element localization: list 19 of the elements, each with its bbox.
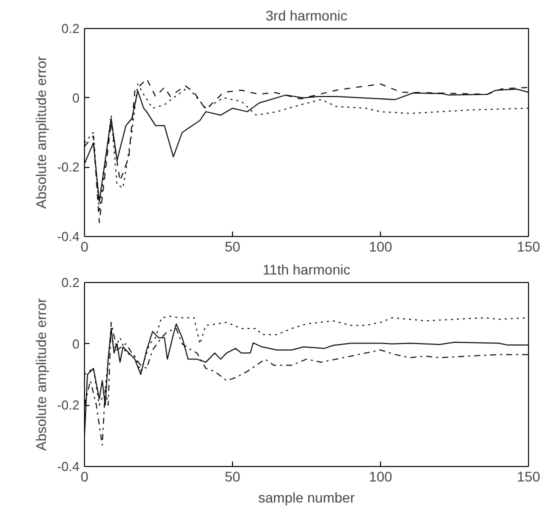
chart-title: 3rd harmonic (266, 8, 348, 24)
y-tick-label: 0.2 (61, 21, 80, 36)
y-tick-label: -0.2 (57, 398, 80, 413)
y-tick-label: 0.2 (61, 275, 80, 290)
x-tick-label: 100 (368, 238, 392, 254)
x-tick-label: 150 (516, 238, 540, 254)
y-tick-label: 0 (72, 336, 80, 352)
x-axis-title: sample number (258, 490, 356, 506)
y-tick-label: -0.4 (57, 459, 80, 474)
x-tick-label: 100 (368, 468, 392, 484)
x-tick-label: 50 (224, 468, 240, 484)
y-tick-label: -0.2 (57, 160, 80, 175)
y-tick-label: -0.4 (57, 229, 80, 244)
y-tick-label: 0 (72, 90, 80, 106)
y-axis-title: Absolute amplitude error (33, 298, 50, 451)
chart-title: 11th harmonic (262, 262, 350, 278)
y-axis-title: Absolute amplitude error (33, 56, 50, 209)
x-tick-label: 50 (224, 238, 240, 254)
x-tick-label: 150 (516, 468, 540, 484)
